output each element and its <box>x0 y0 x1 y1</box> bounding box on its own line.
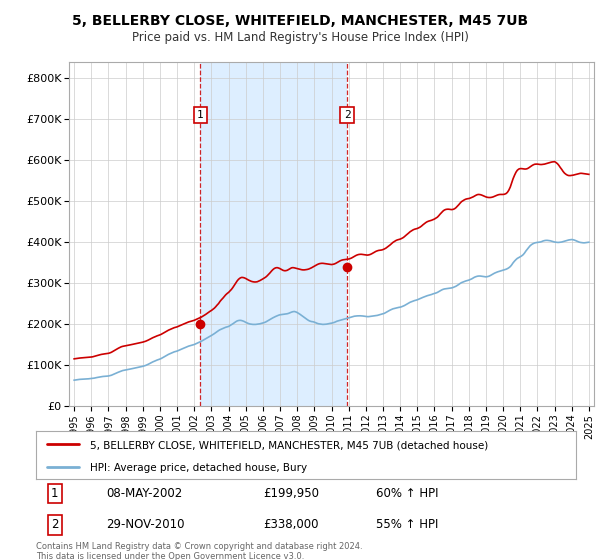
Text: 29-NOV-2010: 29-NOV-2010 <box>106 519 185 531</box>
Text: £338,000: £338,000 <box>263 519 318 531</box>
Text: 2: 2 <box>344 110 350 120</box>
Text: 5, BELLERBY CLOSE, WHITEFIELD, MANCHESTER, M45 7UB: 5, BELLERBY CLOSE, WHITEFIELD, MANCHESTE… <box>72 14 528 28</box>
Bar <box>200 62 347 406</box>
Text: £199,950: £199,950 <box>263 487 319 500</box>
Text: HPI: Average price, detached house, Bury: HPI: Average price, detached house, Bury <box>90 463 307 473</box>
Text: 08-MAY-2002: 08-MAY-2002 <box>106 487 182 500</box>
Text: Contains HM Land Registry data © Crown copyright and database right 2024.
This d: Contains HM Land Registry data © Crown c… <box>36 542 362 560</box>
Text: 2: 2 <box>51 519 59 531</box>
Text: 5, BELLERBY CLOSE, WHITEFIELD, MANCHESTER, M45 7UB (detached house): 5, BELLERBY CLOSE, WHITEFIELD, MANCHESTE… <box>90 440 488 450</box>
Text: 60% ↑ HPI: 60% ↑ HPI <box>376 487 439 500</box>
Text: 1: 1 <box>197 110 203 120</box>
Text: 55% ↑ HPI: 55% ↑ HPI <box>376 519 439 531</box>
Text: Price paid vs. HM Land Registry's House Price Index (HPI): Price paid vs. HM Land Registry's House … <box>131 31 469 44</box>
Text: 1: 1 <box>51 487 59 500</box>
